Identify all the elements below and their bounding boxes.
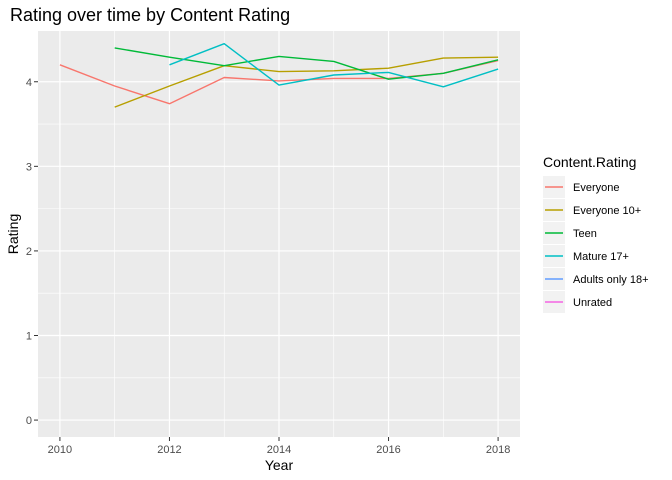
legend-item-everyone: Everyone [543,176,619,198]
y-tick-label: 4 [26,77,32,89]
legend-label: Unrated [573,297,612,309]
y-axis-title: Rating [5,214,21,254]
y-axis: 0 1 2 3 4 [26,77,38,427]
legend-item-mature-17: Mature 17+ [543,245,629,267]
series-lines [59,43,499,108]
legend-item-adults-only-18: Adults only 18+ [543,268,649,290]
major-gridlines [38,31,520,437]
y-tick-label: 2 [26,246,32,258]
y-tick-label: 1 [26,331,32,343]
legend-label: Teen [573,228,597,240]
y-tick-label: 3 [26,161,32,173]
x-tick-label: 2014 [267,444,291,456]
series-line-everyone-10 [114,56,499,108]
x-tick-label: 2016 [376,444,400,456]
x-tick-label: 2012 [157,444,181,456]
series-line-mature-17 [169,43,499,88]
x-tick-label: 2018 [486,444,510,456]
legend: Content.Rating Everyone Everyone 10+ Teen M… [543,154,649,313]
legend-label: Everyone 10+ [573,205,641,217]
legend-item-teen: Teen [543,222,597,244]
chart-title: Rating over time by Content Rating [10,5,290,25]
x-axis-title: Year [265,457,294,473]
legend-label: Adults only 18+ [573,274,649,286]
legend-item-unrated: Unrated [543,291,612,313]
legend-item-everyone-10: Everyone 10+ [543,199,641,221]
y-tick-label: 0 [26,415,32,427]
x-axis: 2010 2012 2014 2016 2018 [48,437,510,456]
x-tick-label: 2010 [48,444,72,456]
legend-label: Mature 17+ [573,251,629,263]
legend-title: Content.Rating [543,154,636,170]
legend-label: Everyone [573,182,619,194]
series-line-teen [114,47,499,80]
